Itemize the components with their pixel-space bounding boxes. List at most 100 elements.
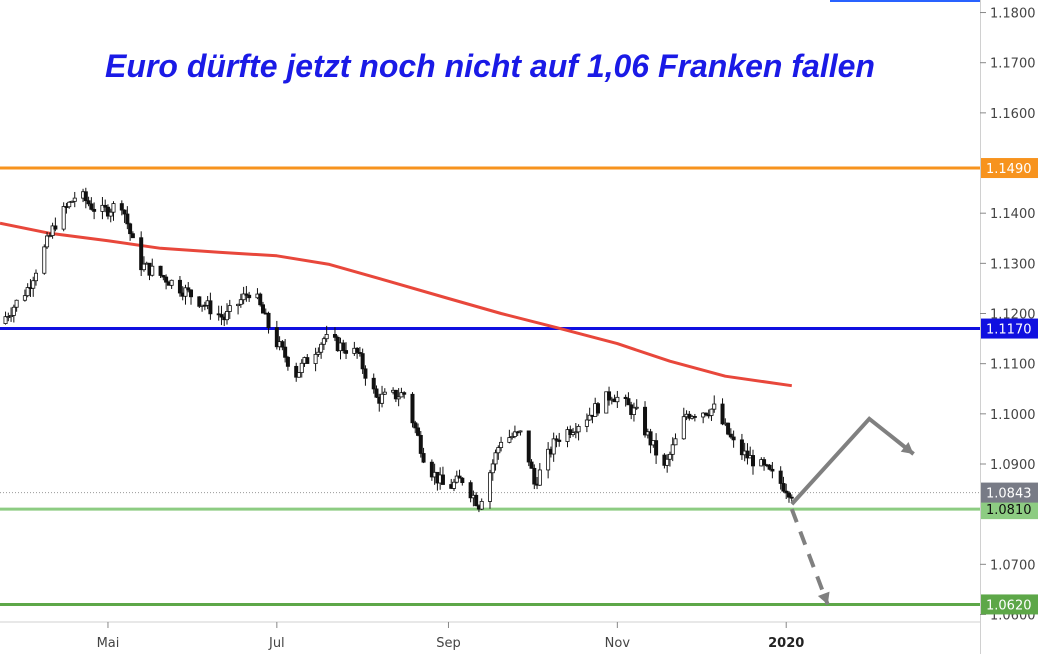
y-tick-label: 1.1400	[990, 207, 1036, 222]
candle-body	[703, 412, 708, 416]
x-tick-label: Jul	[268, 636, 285, 651]
candle-body	[468, 482, 473, 499]
candle-body	[305, 357, 310, 364]
candle-body	[141, 263, 146, 271]
candle-body	[584, 419, 589, 427]
candle-body	[125, 213, 130, 225]
candle-body	[208, 300, 213, 315]
candle-body	[294, 365, 299, 378]
candle-body	[479, 501, 484, 510]
candle-body	[225, 311, 230, 321]
x-tick-label: Nov	[605, 636, 631, 651]
candle-body	[554, 438, 559, 441]
candle-body	[496, 447, 501, 454]
candle-body	[557, 439, 562, 442]
candle-body	[648, 431, 653, 446]
price-level-tag	[981, 499, 1038, 520]
candle-body	[726, 422, 731, 435]
candle-body	[324, 334, 329, 340]
arrowhead	[817, 591, 830, 605]
candle-body	[490, 463, 495, 474]
candle-body	[529, 461, 534, 469]
candle-body	[382, 391, 387, 395]
candle-body	[299, 362, 304, 373]
candle-body	[518, 430, 523, 433]
candle-body	[274, 327, 279, 348]
price-level-tag-label: 1.1490	[986, 162, 1032, 177]
projection-arrow-solid	[790, 416, 915, 506]
moving-average-line	[0, 221, 793, 388]
candle-body	[692, 416, 697, 418]
candle-body	[25, 287, 30, 297]
y-tick-label: 1.1600	[990, 107, 1036, 122]
candle-body	[69, 200, 74, 203]
candle-body	[89, 203, 94, 210]
candle-body	[607, 391, 612, 401]
candle-body	[260, 304, 265, 314]
candle-body	[316, 351, 321, 355]
candle-body	[285, 356, 290, 367]
candle-body	[454, 475, 459, 483]
y-tick-label: 1.1800	[990, 7, 1036, 22]
candle-body	[103, 204, 108, 208]
candle-body	[164, 276, 169, 283]
candle-body	[344, 350, 349, 354]
candle-body	[238, 299, 243, 305]
candle-body	[244, 293, 249, 296]
candle-body	[587, 414, 592, 421]
candle-body	[33, 272, 38, 282]
candle-body	[565, 429, 570, 442]
x-tick-label: Sep	[436, 636, 461, 651]
candle-body	[42, 246, 47, 274]
candle-body	[108, 211, 113, 217]
candle-body	[236, 303, 241, 307]
candle-body	[9, 315, 14, 318]
price-level-tag-label: 1.1170	[986, 323, 1032, 338]
candle-body	[512, 431, 517, 437]
candle-body	[576, 425, 581, 433]
candle-body	[712, 403, 717, 410]
candle-body	[551, 438, 556, 455]
chart-title: Euro dürfte jetzt noch nicht auf 1,06 Fr…	[105, 48, 875, 84]
price-level-tag-label: 1.0810	[986, 503, 1032, 518]
candle-body	[739, 439, 744, 456]
projection-arrow-dashed	[789, 508, 830, 606]
y-tick-label: 1.1000	[990, 408, 1036, 423]
candle-body	[380, 393, 385, 404]
candle-body	[45, 235, 50, 248]
candle-body	[50, 225, 55, 236]
y-tick-label: 1.1300	[990, 257, 1036, 272]
candle-body	[767, 464, 772, 470]
candle-body	[53, 225, 58, 230]
candle-body	[22, 295, 27, 301]
candle-body	[778, 470, 783, 484]
last-price-tag	[981, 482, 1038, 503]
top-accent-bar	[830, 0, 980, 2]
candle-body	[128, 223, 133, 235]
candle-body	[341, 342, 346, 351]
candle-body	[604, 391, 609, 414]
candle-body	[474, 494, 479, 507]
candle-body	[139, 237, 144, 271]
candle-body	[634, 406, 639, 409]
candle-body	[219, 314, 224, 318]
candle-body	[130, 233, 135, 239]
candle-body	[150, 265, 155, 276]
candle-body	[499, 441, 504, 448]
candle-body	[321, 338, 326, 345]
price-level-tag-label: 1.0620	[986, 598, 1032, 613]
candle-body	[363, 368, 368, 379]
candle-body	[197, 296, 202, 307]
candle-body	[186, 287, 191, 291]
candle-body	[623, 396, 628, 400]
candle-body	[413, 422, 418, 429]
candle-body	[786, 492, 791, 498]
candle-body	[440, 474, 445, 485]
candle-body	[750, 455, 755, 467]
price-level-tag	[981, 318, 1038, 339]
candle-body	[92, 208, 97, 212]
candle-body	[507, 437, 512, 443]
candle-body	[399, 392, 404, 398]
